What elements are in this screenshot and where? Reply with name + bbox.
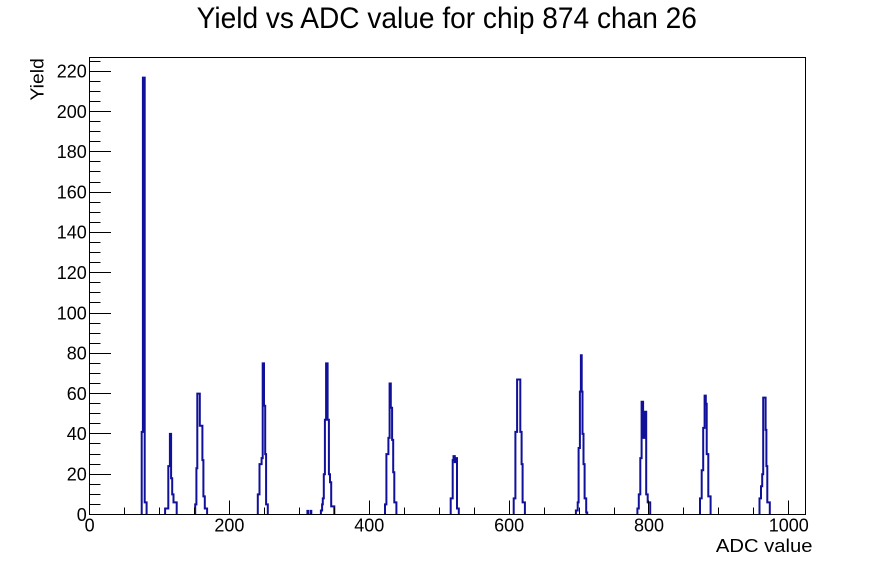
svg-text:400: 400 [354,516,384,536]
svg-text:40: 40 [67,424,87,444]
svg-text:100: 100 [57,303,87,323]
svg-text:1000: 1000 [769,516,809,536]
svg-text:20: 20 [67,465,87,485]
svg-text:120: 120 [57,263,87,283]
svg-text:0: 0 [85,516,95,536]
svg-text:ADC value: ADC value [716,536,813,556]
svg-text:0: 0 [77,505,87,525]
svg-text:Yield: Yield [28,58,48,100]
svg-text:180: 180 [57,142,87,162]
svg-text:60: 60 [67,384,87,404]
svg-text:160: 160 [57,182,87,202]
svg-text:220: 220 [57,62,87,82]
svg-text:Yield vs ADC value for chip 87: Yield vs ADC value for chip 874 chan 26 [197,2,697,35]
svg-text:200: 200 [57,102,87,122]
svg-text:800: 800 [634,516,664,536]
svg-text:200: 200 [214,516,244,536]
svg-text:140: 140 [57,223,87,243]
svg-text:80: 80 [67,344,87,364]
svg-text:600: 600 [494,516,524,536]
